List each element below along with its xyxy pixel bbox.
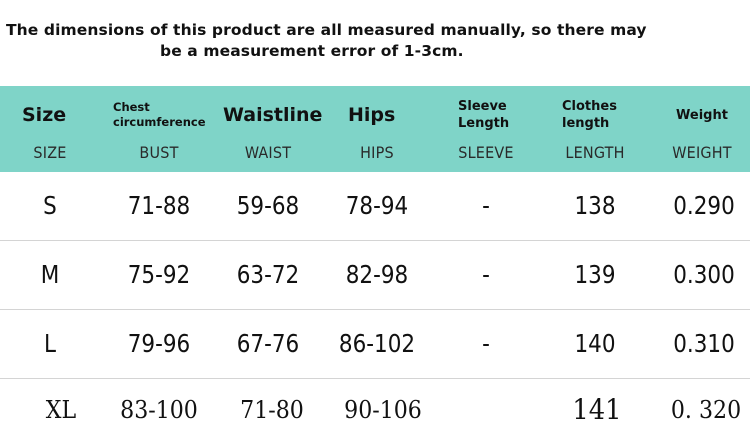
header-sleeve-label: Sleeve Length [458,99,510,131]
header-waist-label: Waistline [223,104,323,126]
header-bust: Chest circumference BUST [100,86,218,172]
header-size-label: Size [22,104,67,126]
header-hips-code: HIPS [360,143,394,162]
header-size-code: SIZE [33,143,67,162]
bust-cell: 79-96 [127,329,191,358]
size-cell: M [40,260,60,289]
header-length-label: Clothes length [562,99,617,131]
size-table-header: Size SIZE Chest circumference BUST Waist… [0,86,750,172]
weight-cell: 0. 320 [670,396,742,424]
bust-cell: 83-100 [120,396,198,424]
table-row: L 79-96 67-76 86-102 - 140 0.310 [0,310,750,378]
header-sleeve-code: SLEEVE [458,143,514,162]
table-row: S 71-88 59-68 78-94 - 138 0.290 [0,172,750,240]
header-sleeve: Sleeve Length SLEEVE [436,86,536,172]
size-cell: S [43,191,57,220]
hips-cell: 78-94 [345,191,409,220]
length-cell: 138 [574,191,616,220]
sleeve-cell: - [482,260,490,289]
note-line-2: be a measurement error of 1-3cm. [160,42,464,60]
hips-cell: 82-98 [345,260,409,289]
waist-cell: 63-72 [236,260,300,289]
sleeve-cell: - [482,329,490,358]
bust-cell: 71-88 [127,191,191,220]
length-cell: 141 [572,393,622,426]
size-cell: L [44,329,56,358]
header-weight-code: WEIGHT [672,143,732,162]
header-length: Clothes length LENGTH [536,86,654,172]
sleeve-cell: - [482,191,490,220]
weight-cell: 0.300 [673,260,735,289]
header-waist-code: WAIST [244,143,292,162]
sleeve-cell [440,376,532,444]
waist-cell: 67-76 [236,329,300,358]
size-cell: XL [45,396,77,424]
weight-cell: 0.290 [673,191,735,220]
row-divider [0,240,750,241]
waist-cell: 71-80 [240,396,304,424]
row-divider [0,309,750,310]
length-cell: 139 [574,260,616,289]
hips-cell: 90-106 [344,396,422,424]
length-cell: 140 [574,329,616,358]
bust-cell: 75-92 [127,260,191,289]
weight-cell: 0.310 [673,329,735,358]
table-row: XL 83-100 71-80 90-106 141 0. 320 [0,376,750,444]
hips-cell: 86-102 [338,329,416,358]
header-hips-label: Hips [348,104,396,126]
header-size: Size SIZE [0,86,100,172]
header-waist: Waistline WAIST [218,86,323,172]
note-line-1: The dimensions of this product are all m… [6,21,647,39]
header-bust-code: BUST [139,143,179,162]
measurement-note: The dimensions of this product are all m… [0,0,750,84]
header-weight-label: Weight [676,107,728,123]
header-hips: Hips HIPS [318,86,436,172]
header-weight: Weight WEIGHT [654,86,750,172]
header-length-code: LENGTH [565,143,625,162]
table-row: M 75-92 63-72 82-98 - 139 0.300 [0,241,750,309]
row-divider [0,378,750,379]
waist-cell: 59-68 [236,191,300,220]
header-bust-label: Chest circumference [113,100,206,129]
